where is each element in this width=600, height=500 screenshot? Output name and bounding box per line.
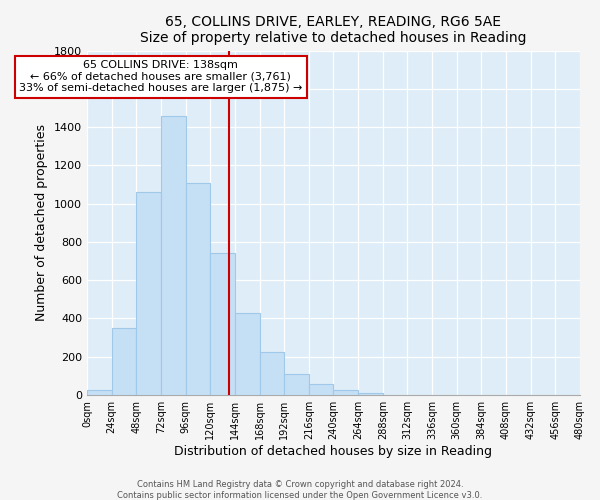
Bar	[309, 384, 334, 395]
Bar	[210, 254, 235, 395]
Bar	[358, 393, 383, 395]
Text: Contains HM Land Registry data © Crown copyright and database right 2024.
Contai: Contains HM Land Registry data © Crown c…	[118, 480, 482, 500]
Bar	[161, 116, 185, 395]
Title: 65, COLLINS DRIVE, EARLEY, READING, RG6 5AE
Size of property relative to detache: 65, COLLINS DRIVE, EARLEY, READING, RG6 …	[140, 15, 527, 45]
Bar	[112, 328, 136, 395]
Bar	[334, 390, 358, 395]
Bar	[260, 352, 284, 395]
Bar	[185, 182, 210, 395]
Bar	[136, 192, 161, 395]
Bar	[284, 374, 309, 395]
Y-axis label: Number of detached properties: Number of detached properties	[35, 124, 49, 321]
X-axis label: Distribution of detached houses by size in Reading: Distribution of detached houses by size …	[175, 444, 493, 458]
Bar	[87, 390, 112, 395]
Text: 65 COLLINS DRIVE: 138sqm
← 66% of detached houses are smaller (3,761)
33% of sem: 65 COLLINS DRIVE: 138sqm ← 66% of detach…	[19, 60, 302, 94]
Bar	[235, 312, 260, 395]
